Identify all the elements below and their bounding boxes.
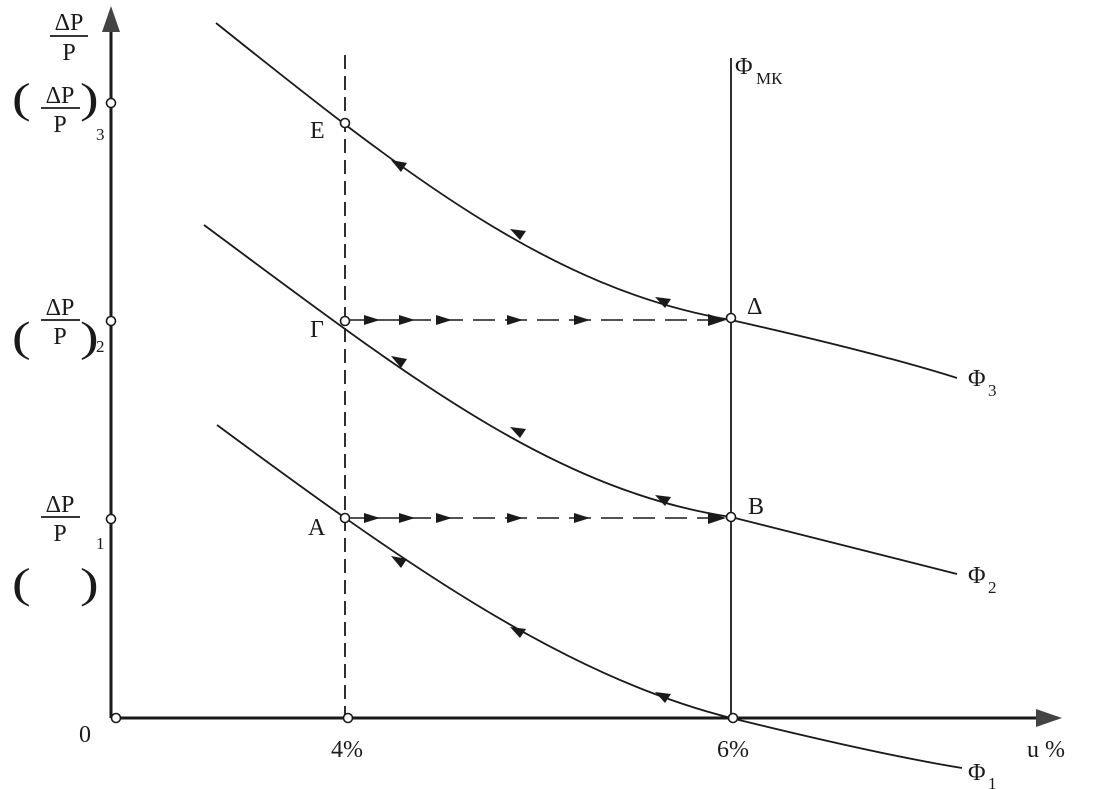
y-tick-1-denominator: P [53,521,66,547]
origin-label: 0 [79,722,91,748]
long-run-line-label-sub: МК [756,69,783,88]
curve-label-phi-2: Φ 2 [968,563,997,597]
long-run-line-label-base: Φ [735,54,753,80]
curve-label-phi-1-sub: 1 [988,774,997,789]
curve-label-phi-3-base: Φ [968,366,986,392]
svg-text:): ) [80,75,99,122]
horizontal-dashed-arrow-gamma-delta [345,314,727,326]
y-axis-arrow [102,6,120,32]
y-tick-1-subscript: 1 [96,534,105,553]
y-tick-3-subscript: 3 [96,125,105,144]
y-tick-2-subscript: 2 [96,337,105,356]
y-tick-2-denominator: P [53,324,66,350]
curve-label-phi-2-base: Φ [968,563,986,589]
long-run-line-label: Φ МК [735,54,783,88]
y-tick-label-1: ( ΔP P ) 1 [12,492,105,607]
y-axis-title-numerator: ΔP [55,10,84,36]
x-tick-6-percent: 6% [717,737,749,763]
point-markers [105,97,739,724]
curve-direction-arrows [391,160,671,703]
y-tick-label-2: ( ΔP P ) 2 [12,295,105,361]
y-tick-3-denominator: P [53,112,66,138]
curve-label-phi-3-sub: 3 [988,381,997,400]
point-label-a: A [308,515,326,541]
point-label-b: B [748,494,764,520]
x-axis-title: u % [1027,737,1065,763]
y-tick-3-numerator: ΔP [46,83,75,109]
curve-label-phi-3: Φ 3 [968,366,997,400]
y-tick-1-numerator: ΔP [46,492,75,518]
horizontal-dashed-arrow-a-b [345,512,727,524]
svg-text:(: ( [12,314,31,361]
point-label-delta: Δ [747,294,762,320]
point-label-e: E [310,118,325,144]
svg-text:(: ( [12,560,31,607]
x-tick-4-percent: 4% [331,737,363,763]
y-tick-label-3: ( ΔP P ) 3 [12,75,105,144]
svg-text:): ) [80,560,99,607]
curve-label-phi-2-sub: 2 [988,578,997,597]
y-tick-2-numerator: ΔP [46,295,75,321]
svg-text:(: ( [12,75,31,122]
y-axis-title-denominator: P [62,40,75,66]
curve-label-phi-1: Φ 1 [968,760,997,789]
y-axis-title: ΔP P [50,10,88,66]
x-axis-arrow [1036,709,1062,727]
curve-label-phi-1-base: Φ [968,760,986,786]
svg-text:): ) [80,314,99,361]
curve-phi-2 [203,224,958,575]
curve-phi-3 [215,22,958,379]
point-label-gamma: Γ [310,317,324,343]
